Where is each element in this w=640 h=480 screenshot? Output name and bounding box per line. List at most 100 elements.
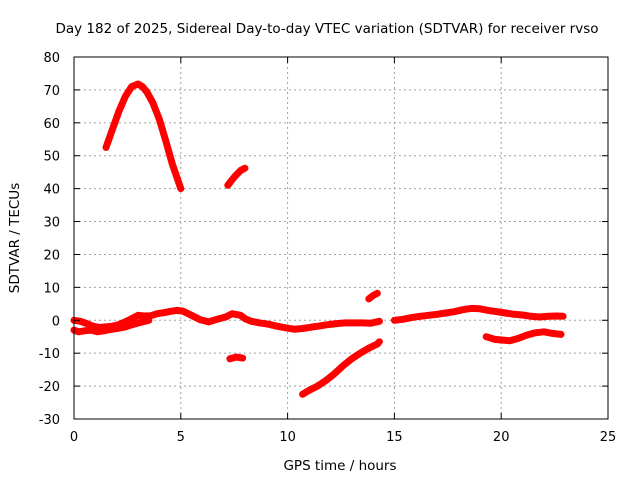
data-point — [94, 328, 101, 335]
y-tick-label: -30 — [39, 413, 60, 428]
data-point — [139, 83, 146, 90]
y-tick-label: 30 — [43, 216, 60, 231]
data-point — [559, 313, 567, 320]
data-point — [213, 316, 221, 323]
data-point — [109, 126, 116, 133]
data-point — [333, 320, 340, 327]
data-point — [205, 318, 212, 326]
data-point — [485, 307, 492, 314]
data-point — [241, 165, 249, 172]
y-tick-label: 80 — [43, 51, 60, 66]
data-point — [166, 308, 174, 315]
data-point — [256, 319, 263, 327]
y-axis-label: SDTVAR / TECUs — [7, 183, 23, 293]
data-point — [545, 313, 552, 320]
y-tick-label: 0 — [52, 314, 60, 329]
x-tick-label: 0 — [70, 430, 78, 445]
data-point — [248, 318, 255, 325]
data-point — [476, 305, 483, 312]
x-axis-label: GPS time / hours — [283, 458, 396, 474]
data-point — [425, 312, 432, 319]
data-point — [169, 160, 176, 168]
data-point — [233, 353, 240, 361]
y-tick-label: -20 — [39, 380, 60, 395]
y-tick-label: -10 — [39, 347, 60, 362]
data-point — [128, 83, 135, 90]
data-point — [483, 333, 490, 340]
data-point — [265, 321, 272, 328]
data-point — [305, 387, 313, 394]
data-point — [527, 313, 535, 320]
series-arc-3 — [102, 80, 185, 193]
data-point — [122, 93, 129, 100]
data-point — [196, 316, 204, 323]
data-point — [156, 116, 163, 123]
y-tick-label: 50 — [43, 150, 60, 165]
data-point — [222, 313, 229, 321]
x-tick-label: 10 — [279, 430, 296, 445]
data-point — [532, 329, 539, 336]
data-point — [491, 336, 498, 343]
data-point — [115, 108, 123, 115]
y-tick-label: 10 — [43, 281, 60, 296]
data-point — [239, 354, 246, 362]
data-point — [331, 370, 338, 377]
data-point — [231, 173, 238, 181]
plot-frame — [73, 56, 609, 420]
data-point — [325, 321, 332, 328]
data-point — [134, 312, 142, 319]
data-point — [498, 336, 505, 344]
data-point — [376, 318, 383, 325]
data-point — [536, 313, 543, 321]
x-tick-label: 20 — [493, 430, 510, 445]
data-point — [553, 312, 560, 320]
data-point — [510, 311, 518, 318]
data-point — [173, 307, 180, 314]
data-point — [282, 324, 289, 331]
data-point — [145, 317, 152, 324]
data-point — [408, 314, 415, 321]
data-point — [549, 330, 556, 337]
data-point — [442, 309, 449, 317]
data-point — [459, 306, 466, 313]
chart-title: Day 182 of 2025, Sidereal Day-to-day VTE… — [55, 21, 598, 37]
data-point — [122, 323, 129, 331]
x-tick-label: 25 — [600, 430, 617, 445]
data-point — [130, 321, 137, 328]
data-point — [162, 137, 169, 145]
data-point — [523, 331, 530, 339]
data-point — [177, 185, 184, 192]
data-point — [350, 319, 357, 327]
series-arc-9 — [482, 328, 565, 345]
y-tick-label: 60 — [43, 117, 60, 132]
data-point — [160, 309, 167, 316]
data-point — [83, 320, 91, 327]
data-point — [128, 315, 135, 322]
data-point — [365, 345, 372, 352]
data-point — [188, 312, 195, 319]
data-point — [228, 310, 236, 317]
data-point — [75, 328, 82, 335]
data-point — [154, 310, 161, 317]
data-point — [348, 355, 355, 362]
tick-layer: 0 5 10 15 20 25 -30 -20 -10 0 10 20 30 40 50 60 70 80 — [39, 51, 617, 445]
data-point — [376, 338, 383, 345]
data-point — [113, 325, 120, 332]
data-point — [179, 307, 187, 315]
data-point — [77, 318, 84, 325]
data-point — [100, 327, 108, 334]
data-point — [316, 322, 323, 330]
data-point — [506, 337, 513, 344]
data-point — [299, 325, 306, 332]
data-point — [107, 326, 114, 333]
x-tick-label: 5 — [177, 430, 185, 445]
data-point — [290, 326, 298, 333]
data-point — [433, 311, 441, 318]
data-point — [557, 331, 565, 338]
data-point — [314, 382, 321, 390]
data-point — [81, 327, 88, 334]
data-point — [226, 355, 234, 362]
data-point — [359, 319, 366, 327]
data-point — [299, 391, 306, 398]
data-point — [416, 313, 424, 320]
